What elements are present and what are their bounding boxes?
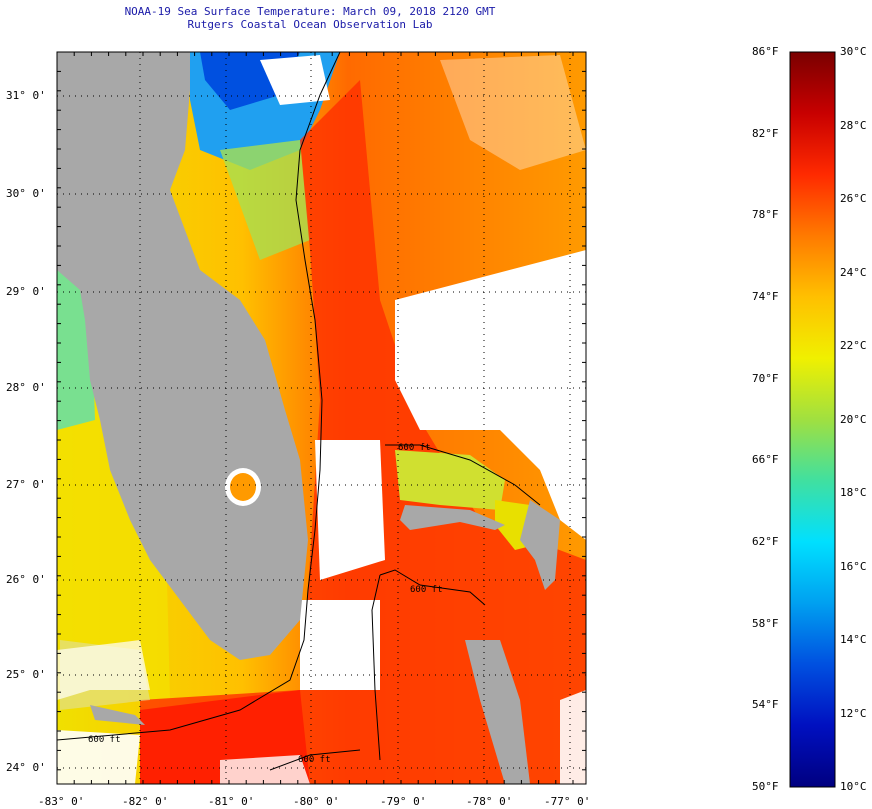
- lon-label-82: -82° 0': [122, 795, 169, 808]
- abaco-island: [520, 500, 560, 590]
- lon-label-77: -77° 0': [544, 795, 591, 808]
- colorbar-f-label: 70°F: [752, 371, 779, 385]
- lat-label-24: 24° 0': [6, 761, 46, 774]
- map-ticks: [56, 51, 586, 784]
- lat-label-26: 26° 0': [6, 573, 46, 586]
- colorbar-f-label: 74°F: [752, 290, 779, 303]
- colorbar-c-label: 30°C: [840, 45, 867, 58]
- contour-label-3: 600 ft: [88, 735, 121, 745]
- colorbar-f-label: 78°F: [752, 208, 779, 222]
- lat-label-27: 27° 0': [6, 478, 46, 491]
- little-bahama-bank: [395, 450, 505, 510]
- colorbar-c-label: 20°C: [840, 412, 867, 426]
- grand-bahama-island: [400, 505, 505, 530]
- colorbar-c-label: 28°C: [840, 118, 867, 132]
- title-line-1: NOAA-19 Sea Surface Temperature: March 0…: [124, 5, 496, 18]
- colorbar-c-label: 10°C: [840, 780, 867, 793]
- gulf-stream: [140, 80, 586, 784]
- colorbar-c-label: 16°C: [840, 559, 867, 573]
- lake-okeechobee: [230, 473, 256, 501]
- florida-keys: [90, 705, 145, 725]
- colorbar-f-label: 62°F: [752, 535, 779, 548]
- graticule: [57, 52, 586, 784]
- lon-label-80: -80° 0': [293, 795, 340, 808]
- florida-land: [57, 52, 308, 660]
- map-frame: [56, 51, 587, 785]
- colorbar-f-label: 66°F: [752, 453, 779, 467]
- contour-label-2: 600 ft: [410, 585, 443, 595]
- lat-label-30: 30° 0': [6, 187, 46, 200]
- colorbar-f-label: 54°F: [752, 698, 779, 712]
- lon-label-81: -81° 0': [208, 795, 255, 808]
- colorbar-c-label: 24°C: [840, 265, 867, 279]
- lon-label-78: -78° 0': [466, 795, 513, 808]
- cloud-cover: [57, 55, 586, 784]
- lat-label-28: 28° 0': [6, 381, 46, 394]
- colorbar-f-label: 58°F: [752, 616, 779, 630]
- colorbar-c-label: 12°C: [840, 706, 867, 720]
- colorbar: [789, 51, 836, 788]
- isobath-contours: [57, 52, 541, 771]
- lon-label-83: -83° 0': [38, 795, 85, 808]
- lon-label-79: -79° 0': [380, 795, 427, 808]
- colorbar-c-label: 22°C: [840, 339, 867, 352]
- colorbar-c-label: 18°C: [840, 486, 867, 499]
- title-line-2: Rutgers Coastal Ocean Observation Lab: [187, 18, 433, 31]
- lat-label-31: 31° 0': [6, 89, 46, 102]
- colorbar-c-label: 26°C: [840, 192, 867, 205]
- lat-label-29: 29° 0': [6, 285, 46, 298]
- contour-label-1: 600 ft: [398, 443, 431, 453]
- shelf-water: [220, 140, 310, 260]
- contour-label-4: 600 ft: [298, 755, 331, 765]
- colorbar-f-label: 50°F: [752, 780, 779, 793]
- lat-label-25: 25° 0': [6, 668, 46, 681]
- andros-island: [465, 640, 530, 784]
- colorbar-f-label: 82°F: [752, 126, 779, 140]
- colorbar-f-label: 86°F: [752, 45, 779, 58]
- colorbar-c-label: 14°C: [840, 633, 867, 646]
